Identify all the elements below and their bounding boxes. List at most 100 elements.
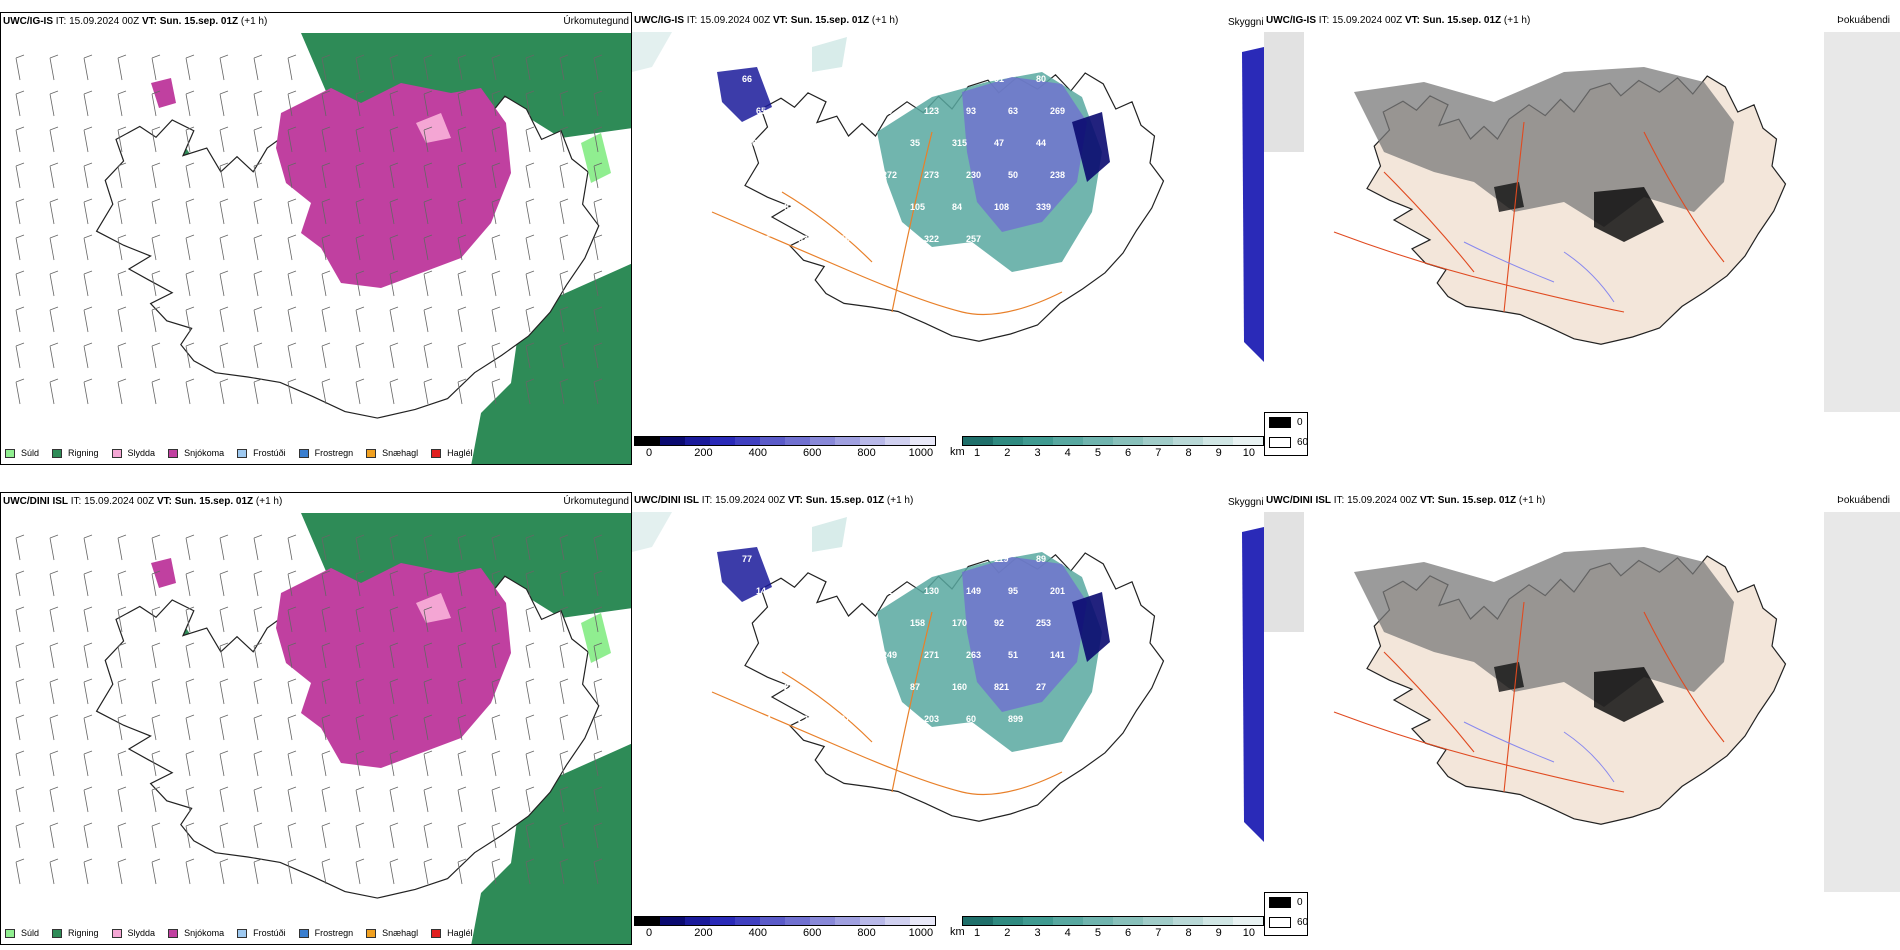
wind-barb bbox=[457, 198, 467, 225]
cloud-base-value: 55 bbox=[840, 106, 850, 116]
wind-barb bbox=[423, 234, 433, 261]
cloud-base-value: 245 bbox=[784, 682, 799, 692]
visibility-colorbar: 1 2 3 4 5 6 7 8 9 10 km bbox=[950, 916, 1264, 940]
cloud-base-value: 257 bbox=[966, 234, 981, 244]
wind-barb bbox=[117, 270, 127, 297]
fog-area bbox=[1594, 187, 1664, 242]
colorbar-ticks: 1 2 3 4 5 6 7 8 9 10 bbox=[962, 926, 1264, 940]
wind-barb bbox=[423, 786, 433, 813]
cloud-base-value: 333 bbox=[798, 234, 813, 244]
cloud-base-area bbox=[962, 77, 1087, 232]
wind-barb bbox=[49, 198, 59, 225]
wind-barb bbox=[457, 570, 467, 597]
wind-barb bbox=[355, 822, 365, 849]
cloud-base-colorbar: 02004006008001000m bbox=[634, 916, 936, 940]
wind-barb bbox=[491, 90, 501, 117]
colorbar-cell bbox=[685, 917, 710, 925]
cloud-base-value: 272 bbox=[882, 170, 897, 180]
legend-item: Súld bbox=[5, 928, 39, 938]
wind-barb bbox=[151, 126, 161, 153]
colorbar-tick-label: 200 bbox=[694, 927, 713, 939]
wind-barb bbox=[389, 606, 399, 633]
wind-barb bbox=[83, 90, 93, 117]
wind-barb bbox=[83, 606, 93, 633]
wind-barb bbox=[151, 90, 161, 117]
wind-barb bbox=[83, 714, 93, 741]
wind-barb bbox=[593, 198, 603, 225]
wind-barb bbox=[355, 342, 365, 369]
wind-barb bbox=[389, 162, 399, 189]
wind-barb bbox=[15, 750, 25, 777]
wind-barb bbox=[389, 570, 399, 597]
wind-barb bbox=[49, 378, 59, 405]
fog-index-panel-2: UWC/DINI ISL IT: 15.09.2024 00Z VT: Sun.… bbox=[1264, 492, 1900, 945]
wind-barb bbox=[253, 198, 263, 225]
colorbar-cell bbox=[1113, 437, 1143, 445]
wind-barb bbox=[559, 342, 569, 369]
fog-legend-swatch bbox=[1269, 437, 1291, 448]
cloud-base-value: 160 bbox=[952, 682, 967, 692]
wind-barb bbox=[355, 270, 365, 297]
wind-barb bbox=[559, 714, 569, 741]
cloud-base-value: 273 bbox=[924, 170, 939, 180]
rain-area bbox=[471, 743, 631, 944]
wind-barb bbox=[49, 714, 59, 741]
wind-barb bbox=[219, 306, 229, 333]
wind-barb bbox=[389, 378, 399, 405]
fog-legend-label: 0 bbox=[1297, 417, 1303, 428]
wind-barb bbox=[321, 378, 331, 405]
colorbar-cell bbox=[1173, 437, 1203, 445]
cloud-base-value: 66 bbox=[742, 74, 752, 84]
wind-barb bbox=[287, 162, 297, 189]
wind-barb bbox=[423, 378, 433, 405]
legend-item: Frostúði bbox=[237, 928, 286, 938]
cloud-base-value: 253 bbox=[1036, 618, 1051, 628]
wind-barb bbox=[355, 126, 365, 153]
wind-barb bbox=[287, 678, 297, 705]
legend-item: Haglél bbox=[431, 928, 473, 938]
colorbar-tick-label: 9 bbox=[1215, 927, 1222, 939]
wind-barb bbox=[491, 714, 501, 741]
wind-barb bbox=[117, 858, 127, 885]
colorbar-cell bbox=[860, 437, 885, 445]
colorbar-cell bbox=[1053, 437, 1083, 445]
wind-barb bbox=[491, 162, 501, 189]
panel-header: UWC/DINI ISL IT: 15.09.2024 00Z VT: Sun.… bbox=[3, 496, 283, 507]
colorbar-tick-label: 6 bbox=[1125, 447, 1132, 459]
wind-barb bbox=[253, 378, 263, 405]
wind-barb bbox=[253, 534, 263, 561]
colorbar-cell bbox=[1233, 437, 1263, 445]
fog-legend-swatch bbox=[1269, 417, 1291, 428]
wind-barb bbox=[117, 198, 127, 225]
cloud-base-area bbox=[1072, 592, 1110, 662]
wind-barb bbox=[185, 90, 195, 117]
wind-barb bbox=[49, 858, 59, 885]
wind-barb bbox=[15, 570, 25, 597]
visibility-area bbox=[632, 32, 672, 72]
wind-barb bbox=[219, 534, 229, 561]
river-lines bbox=[1463, 241, 1615, 303]
cloud-base-value: 600 bbox=[742, 138, 757, 148]
wind-barb bbox=[185, 234, 195, 261]
wind-barb bbox=[117, 714, 127, 741]
wind-barb bbox=[593, 270, 603, 297]
wind-barb bbox=[253, 678, 263, 705]
wind-barb bbox=[151, 678, 161, 705]
wind-barb bbox=[219, 714, 229, 741]
wind-barb bbox=[253, 162, 263, 189]
wind-barb bbox=[49, 234, 59, 261]
legend-label: Súld bbox=[21, 928, 40, 938]
wind-barb bbox=[219, 606, 229, 633]
wind-barb bbox=[593, 126, 603, 153]
wind-barb bbox=[321, 90, 331, 117]
cloud-base-value: 322 bbox=[924, 234, 939, 244]
wind-barb bbox=[253, 642, 263, 669]
colorbar-cell bbox=[1203, 917, 1233, 925]
wind-barb bbox=[287, 198, 297, 225]
wind-barb bbox=[117, 606, 127, 633]
wind-barb bbox=[593, 750, 603, 777]
wind-barb bbox=[83, 126, 93, 153]
legend-item: Snæhagl bbox=[366, 928, 418, 938]
wind-barb bbox=[15, 54, 25, 81]
colorbar-tick-label: 600 bbox=[802, 927, 822, 939]
